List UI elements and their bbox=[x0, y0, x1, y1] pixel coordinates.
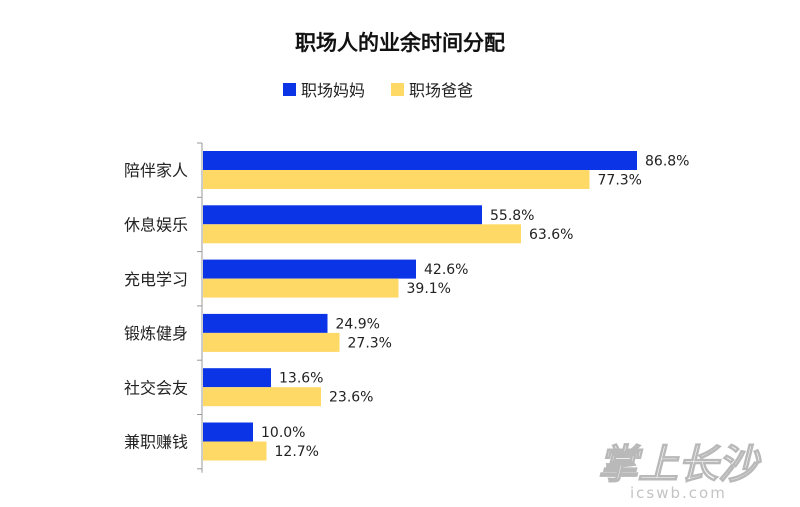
bar-mom bbox=[203, 313, 328, 333]
value-label-mom: 86.8% bbox=[645, 154, 689, 170]
bar-mom bbox=[203, 205, 482, 225]
value-label-mom: 10.0% bbox=[261, 425, 305, 441]
category-label: 休息娱乐 bbox=[124, 215, 188, 234]
value-label-mom: 42.6% bbox=[424, 262, 468, 278]
value-label-dad: 12.7% bbox=[275, 444, 319, 460]
bar-mom bbox=[203, 259, 416, 279]
value-label-dad: 63.6% bbox=[529, 227, 573, 243]
category-label: 充电学习 bbox=[124, 270, 188, 289]
category-label: 社交会友 bbox=[124, 378, 188, 397]
category-label: 陪伴家人 bbox=[124, 161, 188, 180]
legend: 职场妈妈 职场爸爸 bbox=[283, 81, 473, 100]
watermark: 掌上长沙 icswb.com bbox=[597, 441, 762, 502]
bar-dad bbox=[203, 224, 521, 244]
watermark-url: icswb.com bbox=[630, 484, 727, 502]
bar-mom bbox=[203, 422, 253, 442]
value-label-mom: 55.8% bbox=[490, 208, 534, 224]
legend-label-dad: 职场爸爸 bbox=[409, 81, 473, 100]
legend-swatch-dad bbox=[391, 83, 404, 96]
bar-mom bbox=[203, 368, 271, 388]
bar-dad bbox=[203, 278, 399, 298]
bar-dad bbox=[203, 441, 267, 461]
value-label-dad: 23.6% bbox=[329, 390, 373, 406]
value-label-dad: 39.1% bbox=[407, 281, 451, 297]
legend-label-mom: 职场妈妈 bbox=[301, 81, 365, 100]
value-label-mom: 13.6% bbox=[279, 371, 323, 387]
bar-dad bbox=[203, 170, 590, 189]
plot-area: 陪伴家人 86.8%77.3% 休息娱乐 55.8% 63.6% 充电学习 42.6% 39.… bbox=[124, 142, 689, 473]
category-label: 锻炼健身 bbox=[124, 324, 188, 343]
bar-dad bbox=[203, 387, 321, 407]
value-label-dad: 77.3% bbox=[598, 173, 642, 189]
bar-mom bbox=[203, 151, 637, 170]
category-label: 兼职赚钱 bbox=[124, 433, 188, 452]
value-label-dad: 27.3% bbox=[348, 335, 392, 351]
bar-dad bbox=[203, 332, 340, 352]
watermark-logo: 掌上长沙 bbox=[598, 442, 762, 488]
legend-swatch-mom bbox=[283, 83, 296, 96]
value-label-mom: 24.9% bbox=[336, 316, 380, 332]
chart-title: 职场人的业余时间分配 bbox=[295, 31, 505, 55]
